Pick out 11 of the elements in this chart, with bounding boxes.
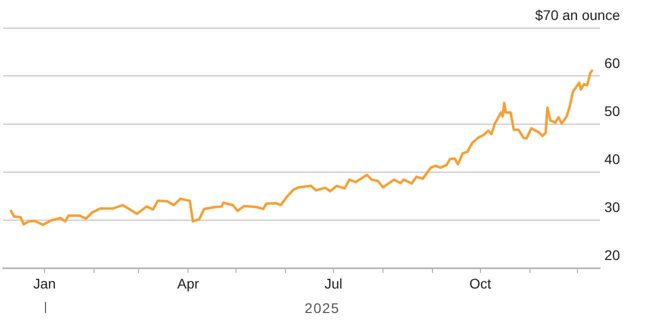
y-tick-label: 50 (604, 102, 620, 119)
y-tick-label: $70 an ounce (535, 6, 620, 23)
y-tick-label: 60 (604, 54, 620, 71)
x-tick-label: Jan (33, 275, 56, 292)
text: 2025 (304, 300, 340, 316)
y-tick-label: 40 (604, 150, 620, 167)
x-tick-label: Jul (324, 275, 342, 292)
y-tick-label: 20 (604, 246, 620, 263)
x-tick-label: Apr (177, 275, 200, 292)
y-tick-label: 30 (604, 198, 620, 215)
x-tick-label: Oct (469, 275, 492, 292)
